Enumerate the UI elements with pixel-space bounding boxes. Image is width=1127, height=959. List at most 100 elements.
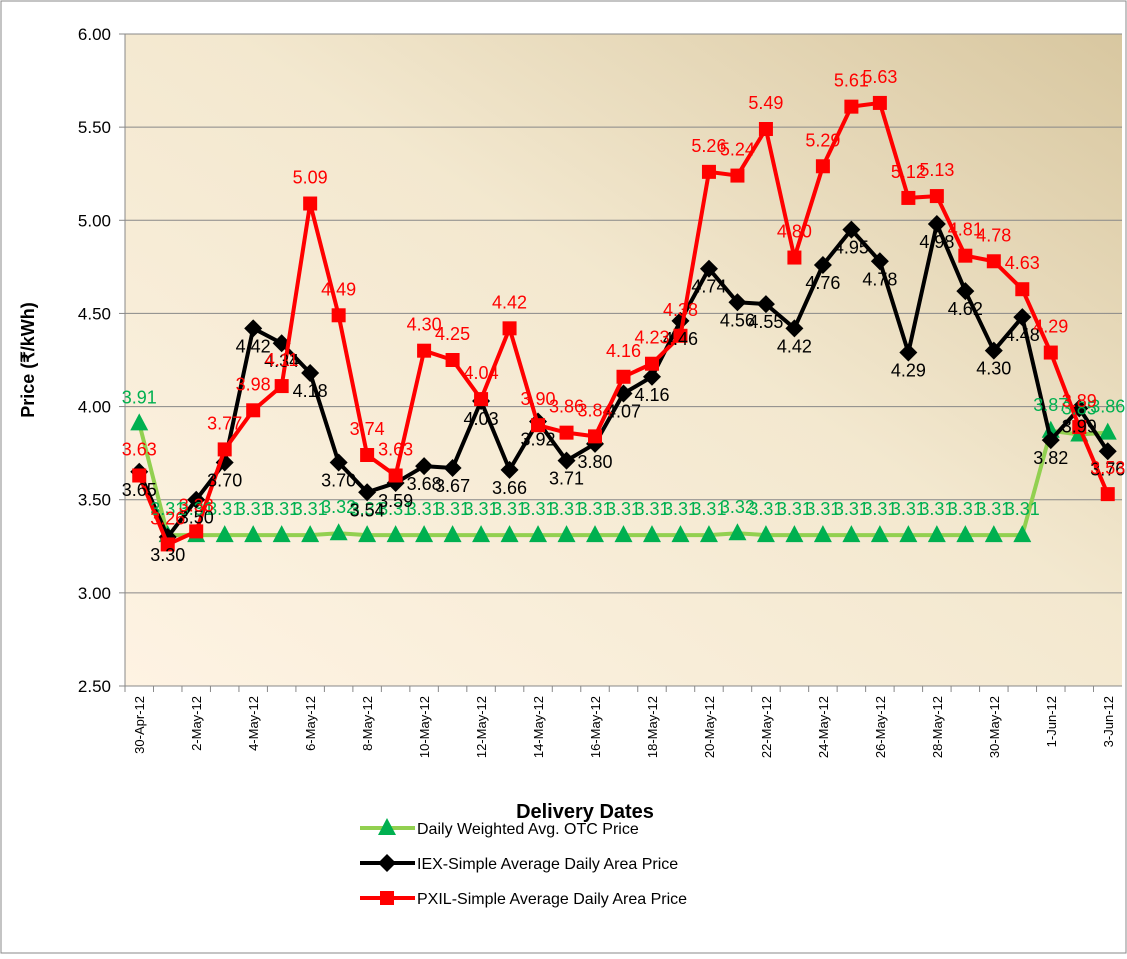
- diamond-marker: [699, 259, 718, 278]
- data-label: 3.87: [1033, 395, 1068, 415]
- square-marker: [160, 537, 175, 552]
- square-marker: [1072, 420, 1087, 435]
- diamond-marker: [899, 343, 918, 362]
- data-label: 3.86: [1090, 397, 1125, 417]
- triangle-marker: [1098, 422, 1117, 440]
- legend-label: IEX-Simple Average Daily Area Price: [417, 856, 678, 873]
- data-label: 3.84: [577, 400, 612, 420]
- data-label: 5.24: [720, 140, 755, 160]
- data-label: 4.42: [236, 336, 271, 356]
- data-label: 3.31: [492, 499, 527, 519]
- x-tick-label: 20-May-12: [702, 696, 717, 758]
- square-marker: [673, 328, 688, 343]
- data-label: 3.31: [464, 499, 499, 519]
- data-label: 5.09: [293, 168, 328, 188]
- data-label: 3.31: [264, 499, 299, 519]
- diamond-marker: [1041, 431, 1060, 450]
- square-marker: [1015, 282, 1030, 297]
- y-tick-label: 2.50: [78, 677, 111, 696]
- triangle-marker: [215, 525, 234, 543]
- data-label: 3.80: [577, 452, 612, 472]
- square-marker: [872, 95, 887, 110]
- square-marker: [303, 196, 318, 211]
- square-marker: [331, 308, 346, 323]
- data-label: 4.03: [464, 409, 499, 429]
- data-label: 4.81: [948, 220, 983, 240]
- data-label: 4.98: [919, 232, 954, 252]
- data-label: 3.74: [350, 419, 385, 439]
- data-label: 4.80: [777, 222, 812, 242]
- diamond-marker: [956, 282, 975, 301]
- triangle-marker: [272, 525, 291, 543]
- diamond-marker: [984, 341, 1003, 360]
- data-label: 3.70: [321, 470, 356, 490]
- data-label: 5.26: [691, 136, 726, 156]
- data-label: 4.62: [948, 299, 983, 319]
- data-label: 3.31: [691, 499, 726, 519]
- data-label: 3.63: [378, 439, 413, 459]
- data-label: 4.23: [634, 328, 669, 348]
- triangle-marker: [842, 525, 861, 543]
- data-label: 3.31: [207, 499, 242, 519]
- x-tick-label: 1-Jun-12: [1044, 696, 1059, 747]
- data-label: 3.31: [378, 499, 413, 519]
- data-label: 4.29: [891, 361, 926, 381]
- square-marker: [815, 159, 830, 174]
- square-marker: [616, 369, 631, 384]
- square-marker: [844, 99, 859, 114]
- diamond-marker: [870, 252, 889, 271]
- data-label: 4.34: [264, 351, 299, 371]
- data-label: 3.98: [236, 374, 271, 394]
- data-label: 4.25: [435, 324, 470, 344]
- square-marker: [417, 343, 432, 358]
- triangle-marker: [415, 525, 434, 543]
- data-label: 3.31: [634, 499, 669, 519]
- data-label: 4.07: [606, 402, 641, 422]
- triangle-marker: [728, 523, 747, 541]
- triangle-marker: [358, 525, 377, 543]
- legend-label: Daily Weighted Avg. OTC Price: [417, 821, 639, 838]
- data-label: 4.49: [321, 279, 356, 299]
- triangle-marker: [956, 525, 975, 543]
- data-label: 3.26: [150, 508, 185, 528]
- x-tick-label: 8-May-12: [360, 696, 375, 751]
- x-tick-label: 24-May-12: [816, 696, 831, 758]
- data-label: 3.90: [521, 389, 556, 409]
- triangle-marker: [785, 525, 804, 543]
- data-label: 3.31: [521, 499, 556, 519]
- y-tick-label: 5.00: [78, 211, 111, 230]
- data-label: 4.56: [720, 310, 755, 330]
- data-label: 4.42: [492, 292, 527, 312]
- x-tick-label: 6-May-12: [303, 696, 318, 751]
- y-tick-label: 3.00: [78, 584, 111, 603]
- triangle-marker: [386, 525, 405, 543]
- square-marker: [758, 122, 773, 137]
- data-label: 4.63: [1005, 253, 1040, 273]
- data-label: 4.55: [748, 312, 783, 332]
- x-axis-label: Delivery Dates: [516, 801, 654, 823]
- y-tick-label: 4.00: [78, 398, 111, 417]
- diamond-marker: [443, 459, 462, 478]
- data-label: 4.74: [691, 277, 726, 297]
- data-label: 4.30: [407, 315, 442, 335]
- data-label: 4.38: [663, 300, 698, 320]
- diamond-marker: [842, 220, 861, 239]
- square-marker: [380, 891, 394, 905]
- x-tick-label: 22-May-12: [759, 696, 774, 758]
- plot-area: [125, 34, 1122, 686]
- square-marker: [474, 392, 489, 407]
- square-marker: [217, 442, 232, 457]
- data-label: 3.71: [549, 469, 584, 489]
- x-tick-label: 2-May-12: [189, 696, 204, 751]
- x-tick-label: 3-Jun-12: [1101, 696, 1116, 747]
- square-marker: [1100, 487, 1115, 502]
- data-label: 3.31: [834, 499, 869, 519]
- data-label: 4.11: [265, 350, 299, 370]
- data-label: 4.46: [663, 329, 698, 349]
- diamond-marker: [301, 364, 320, 383]
- square-marker: [588, 429, 603, 444]
- data-label: 3.31: [919, 499, 954, 519]
- data-label: 3.59: [378, 491, 413, 511]
- x-tick-label: 30-May-12: [987, 696, 1002, 758]
